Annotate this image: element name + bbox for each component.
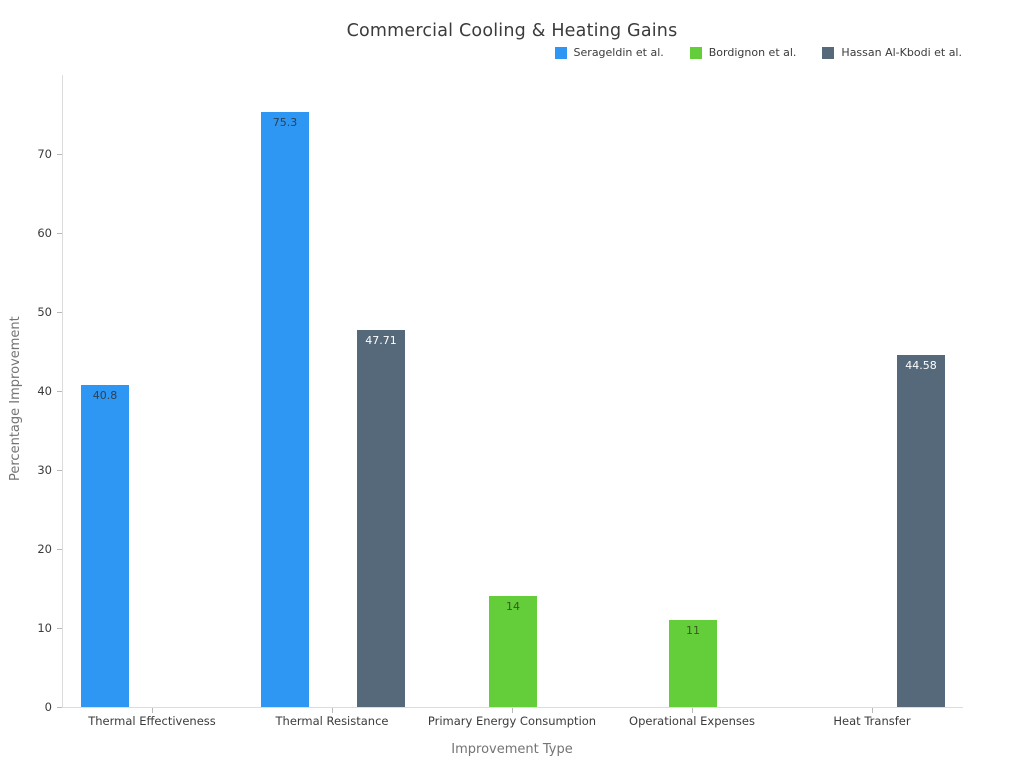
x-tick-mark [512,708,513,713]
y-tick-label: 20 [37,542,52,556]
x-tick-label-thermal-resistance: Thermal Resistance [275,714,389,728]
x-tick-mark [692,708,693,713]
y-axis-title: Percentage Improvement [8,316,23,481]
x-tick-mark [872,708,873,713]
y-tick-mark [57,549,62,550]
y-tick-label: 30 [37,463,52,477]
y-tick-label: 50 [37,305,52,319]
legend: Serageldin et al. Bordignon et al. Hassan … [554,46,962,59]
legend-swatch-icon [689,46,702,59]
legend-item-bordignon-et-al[interactable]: Bordignon et al. [689,46,797,59]
legend-item-serageldin-et-al[interactable]: Serageldin et al. [554,46,664,59]
y-tick-label: 10 [37,621,52,635]
bar-value-label: 40.8 [92,388,118,402]
y-tick-mark [57,391,62,392]
chart-title: Commercial Cooling & Heating Gains [346,21,678,41]
y-tick-mark [57,233,62,234]
bar-bordignon-et-al-primary-energy-consumption[interactable]: 14 [489,596,537,707]
legend-label: Serageldin et al. [573,46,664,59]
y-tick-mark [57,312,62,313]
legend-label: Bordignon et al. [708,46,797,59]
y-tick-mark [57,470,62,471]
bar-serageldin-et-al-thermal-resistance[interactable]: 75.3 [261,112,309,707]
legend-label: Hassan Al-Kbodi et al. [841,46,962,59]
bar-value-label: 44.58 [905,358,937,372]
y-tick-label: 70 [37,147,52,161]
y-tick-label: 40 [37,384,52,398]
x-tick-mark [332,708,333,713]
y-tick-mark [57,707,62,708]
legend-item-hassan-al-kbodi-et-al[interactable]: Hassan Al-Kbodi et al. [822,46,962,59]
plot-area: 40.8 75.3 47.71 14 11 44.58 [62,75,963,708]
legend-swatch-icon [554,46,567,59]
bar-value-label: 14 [506,600,520,614]
x-tick-label-primary-energy-consumption: Primary Energy Consumption [427,714,597,728]
x-axis-title: Improvement Type [451,742,573,757]
bar-hassan-al-kbodi-et-al-thermal-resistance[interactable]: 47.71 [357,330,405,707]
x-tick-mark [152,708,153,713]
x-tick-label-operational-expenses: Operational Expenses [629,714,755,728]
bar-value-label: 47.71 [365,334,397,348]
y-tick-label: 0 [44,700,52,714]
bar-value-label: 11 [686,624,700,638]
y-tick-mark [57,628,62,629]
x-tick-label-thermal-effectiveness: Thermal Effectiveness [88,714,216,728]
bar-value-label: 75.3 [272,116,298,130]
legend-swatch-icon [822,46,835,59]
x-tick-label-heat-transfer: Heat Transfer [833,714,911,728]
y-tick-mark [57,154,62,155]
bar-hassan-al-kbodi-et-al-heat-transfer[interactable]: 44.58 [897,354,945,707]
bar-serageldin-et-al-thermal-effectiveness[interactable]: 40.8 [81,384,129,707]
y-tick-label: 60 [37,226,52,240]
bar-bordignon-et-al-operational-expenses[interactable]: 11 [669,620,717,707]
